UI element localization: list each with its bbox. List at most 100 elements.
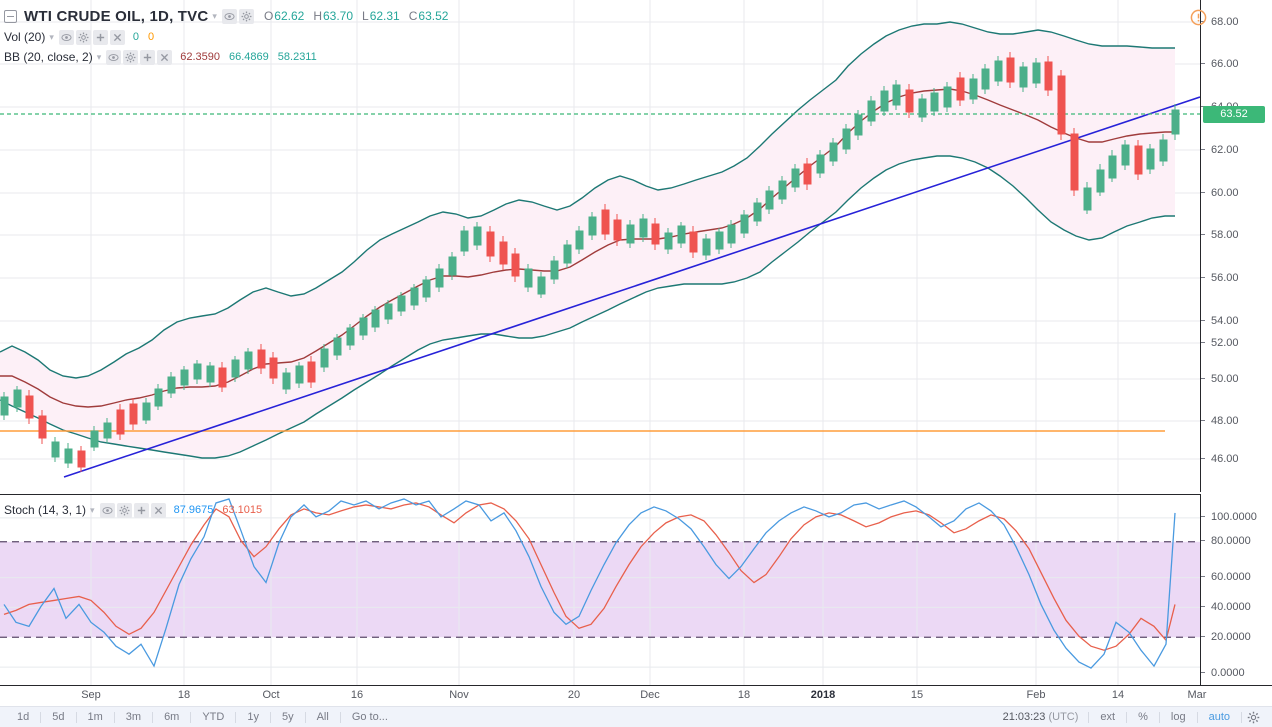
range-all[interactable]: All — [316, 711, 329, 723]
bollinger-band-fill — [0, 22, 1175, 458]
ohlc-values: O62.62 H63.70 L62.31 C63.52 — [264, 9, 458, 23]
separator — [235, 711, 237, 723]
close-icon[interactable] — [157, 49, 173, 65]
range-3m[interactable]: 3m — [125, 711, 142, 723]
clock-time: 21:03:23 — [1002, 711, 1046, 723]
legend-row-volume[interactable]: Vol (20) ▾ 0 0 — [4, 27, 457, 47]
range-1d[interactable]: 1d — [17, 711, 30, 723]
eye-icon[interactable] — [221, 8, 237, 24]
gear-icon[interactable] — [1242, 711, 1264, 724]
separator — [113, 711, 115, 723]
separator — [40, 711, 42, 723]
close-icon[interactable] — [109, 29, 125, 45]
ohlc-close-value: 63.52 — [418, 9, 449, 23]
alert-circle-icon[interactable] — [1190, 9, 1207, 31]
bollinger-lower-band — [0, 155, 1175, 459]
trend-line-tool[interactable] — [63, 96, 1200, 478]
ohlc-low-value: 62.31 — [369, 9, 400, 23]
stoch-overbought-oversold-band — [0, 541, 1200, 638]
separator — [152, 711, 154, 723]
chevron-down-icon[interactable]: ▾ — [90, 504, 95, 515]
legend-row-symbol[interactable]: WTI CRUDE OIL, 1D, TVC ▾ O62.62 H63.70 L62… — [4, 5, 457, 27]
legend-row-stochastic[interactable]: Stoch (14, 3, 1) ▾ 87.9675 63.1015 — [4, 500, 271, 520]
price-tick: 46.00 — [1201, 452, 1272, 466]
plus-icon[interactable] — [133, 502, 149, 518]
chevron-down-icon[interactable]: ▾ — [96, 51, 102, 62]
range-5d[interactable]: 5d — [52, 711, 65, 723]
stochastic-legend: Stoch (14, 3, 1) ▾ 87.9675 63.1015 — [4, 500, 271, 520]
time-axis[interactable]: Sep 18 Oct 16 Nov 20 Dec 18 2018 15 Feb … — [0, 685, 1272, 706]
bb-lower-value: 58.2311 — [277, 51, 317, 63]
minus-box-icon[interactable] — [4, 9, 17, 23]
plus-icon[interactable] — [140, 49, 156, 65]
gear-icon[interactable] — [238, 8, 254, 24]
volume-ma-value: 0 — [148, 31, 155, 43]
separator — [1088, 711, 1090, 723]
price-tick: 66.00 — [1201, 57, 1272, 71]
price-axis[interactable]: 68.00 66.00 64.00 62.00 60.00 58.00 56.0… — [1200, 0, 1272, 492]
bb-indicator-label[interactable]: BB (20, close, 2) — [4, 50, 93, 64]
time-tick: 18 — [737, 689, 751, 701]
bottom-toolbar: 1d 5d 1m 3m 6m YTD 1y 5y All Go to... 21… — [0, 706, 1272, 727]
symbol-title[interactable]: WTI CRUDE OIL, 1D, TVC — [24, 7, 209, 25]
range-6m[interactable]: 6m — [164, 711, 180, 723]
time-tick: 18 — [177, 689, 191, 701]
time-tick: 15 — [910, 689, 924, 701]
range-selector: 1d 5d 1m 3m 6m YTD 1y 5y All Go to... — [0, 707, 399, 727]
time-tick: Oct — [262, 689, 280, 701]
time-tick-year: 2018 — [810, 689, 836, 701]
bollinger-upper-band — [0, 21, 1175, 379]
time-tick: 16 — [350, 689, 364, 701]
ohlc-high-label: H — [313, 9, 322, 23]
time-tick: Mar — [1187, 689, 1207, 701]
gear-icon[interactable] — [123, 49, 139, 65]
bb-basis-value: 62.3590 — [180, 51, 221, 63]
stochastic-axis[interactable]: 100.0000 80.0000 60.0000 40.0000 20.0000… — [1200, 494, 1272, 685]
range-1y[interactable]: 1y — [247, 711, 259, 723]
price-chart-pane[interactable] — [0, 0, 1200, 492]
percent-scale-toggle[interactable]: % — [1138, 711, 1148, 723]
stoch-tick: 40.0000 — [1201, 600, 1272, 614]
price-tick: 58.00 — [1201, 228, 1272, 242]
separator — [75, 711, 77, 723]
auto-scale-toggle[interactable]: auto — [1208, 711, 1230, 723]
range-5y[interactable]: 5y — [281, 711, 294, 723]
legend-row-bollinger[interactable]: BB (20, close, 2) ▾ 62.3590 66.4869 58.2… — [4, 47, 457, 67]
stoch-tick: 20.0000 — [1201, 630, 1272, 644]
separator — [339, 711, 341, 723]
price-tick: 52.00 — [1201, 336, 1272, 350]
eye-icon[interactable] — [99, 502, 115, 518]
price-chart-svg — [0, 0, 1200, 492]
log-scale-toggle[interactable]: log — [1170, 711, 1186, 723]
eye-icon[interactable] — [58, 29, 74, 45]
close-icon[interactable] — [150, 502, 166, 518]
gear-icon[interactable] — [75, 29, 91, 45]
toolbar-right-group: 21:03:23 (UTC) ext % log auto — [993, 707, 1272, 727]
eye-icon[interactable] — [106, 49, 122, 65]
price-tick: 48.00 — [1201, 414, 1272, 428]
stoch-gridlines — [0, 495, 1200, 685]
time-tick: Nov — [449, 689, 469, 701]
range-ytd[interactable]: YTD — [202, 711, 225, 723]
chevron-down-icon[interactable]: ▾ — [49, 31, 54, 42]
ext-hours-toggle[interactable]: ext — [1100, 711, 1116, 723]
price-tick: 60.00 — [1201, 186, 1272, 200]
range-1m[interactable]: 1m — [87, 711, 103, 723]
stochastic-svg — [0, 495, 1200, 685]
price-tick: 68.00 — [1201, 15, 1272, 29]
separator — [1196, 711, 1198, 723]
stoch-d-line — [3, 502, 1176, 651]
stoch-indicator-label[interactable]: Stoch (14, 3, 1) — [4, 503, 87, 517]
go-to-date-button[interactable]: Go to... — [351, 711, 388, 723]
gear-icon[interactable] — [116, 502, 132, 518]
plus-icon[interactable] — [92, 29, 108, 45]
volume-indicator-label[interactable]: Vol (20) — [4, 30, 46, 44]
bb-upper-value: 66.4869 — [229, 51, 269, 63]
time-tick: Dec — [640, 689, 660, 701]
chevron-down-icon[interactable]: ▾ — [212, 10, 217, 21]
separator — [190, 711, 192, 723]
stochastic-pane[interactable] — [0, 494, 1200, 685]
stoch-tick: 80.0000 — [1201, 534, 1272, 548]
separator — [1158, 711, 1160, 723]
